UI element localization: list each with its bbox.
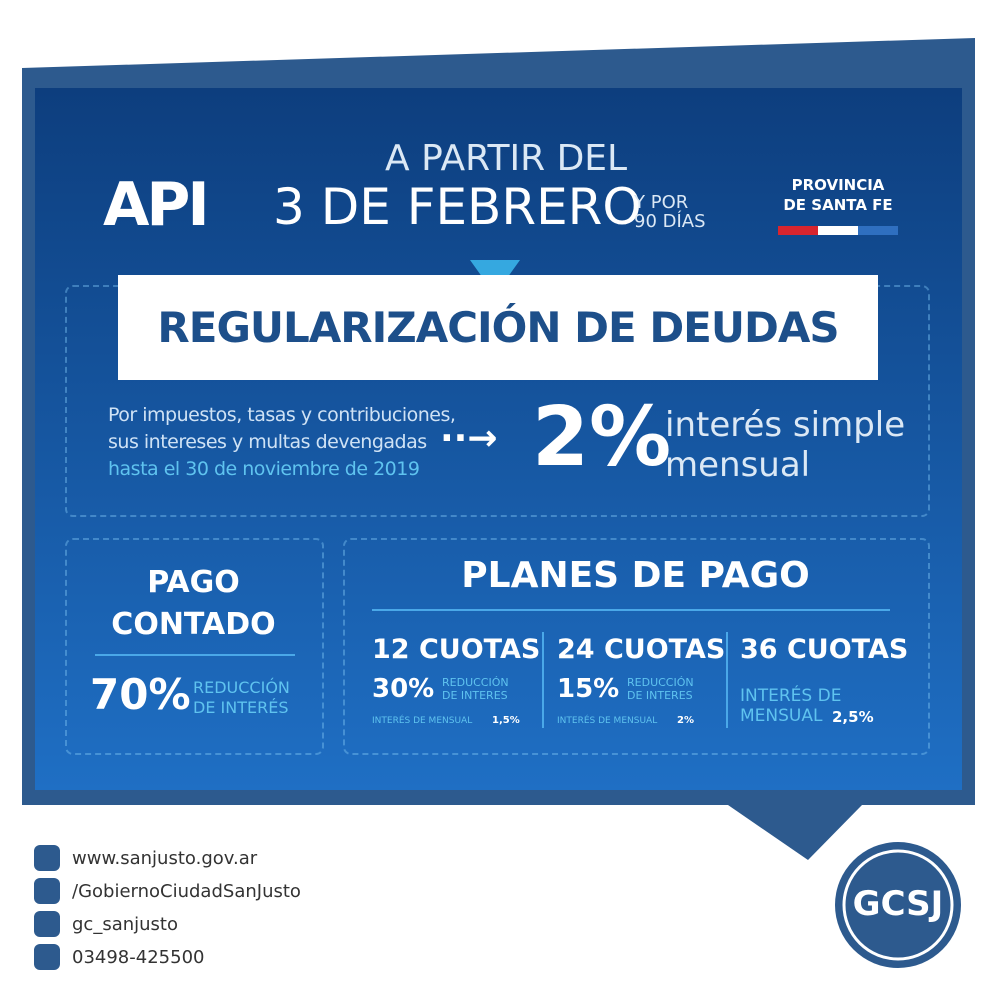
subtitle: A PARTIR DEL [385, 138, 628, 179]
text: Y POR [634, 192, 689, 213]
text: DE SANTA FE [783, 196, 893, 214]
callout-tail [728, 805, 862, 860]
contact: www.sanjusto.gov.ar [72, 848, 258, 869]
text: PAGO [147, 565, 240, 600]
dashed-box [65, 538, 324, 755]
cash-percent: 70% [90, 670, 191, 719]
reduction: DE INTERES [627, 689, 693, 702]
text: interés simple [665, 405, 906, 445]
dashed-box [343, 538, 930, 755]
text: REDUCCIÓN [193, 678, 290, 697]
percent: 15% [557, 674, 620, 704]
date: 3 DE FEBRERO [273, 178, 642, 236]
rate-label: INTERÉS DE MENSUAL [557, 716, 658, 726]
logo-ring [842, 849, 954, 961]
cash-label: REDUCCIÓN DE INTERÉS [193, 678, 290, 718]
flag-blue [858, 226, 898, 235]
text: PROVINCIA [791, 176, 885, 194]
rate: 1,5% [492, 715, 520, 726]
text: 90 DÍAS [634, 211, 706, 232]
text: sus intereses y multas devengadas [108, 431, 427, 453]
reduction: REDUCCIÓN [627, 676, 694, 689]
contact: gc_sanjusto [72, 914, 178, 935]
arrow: ··→ [440, 418, 498, 459]
province: PROVINCIA DE SANTA FE [778, 175, 898, 215]
banner-title: REGULARIZACIÓN DE DEUDAS [118, 275, 878, 380]
text: CONTADO [111, 607, 276, 642]
contact: 03498-425500 [72, 947, 205, 968]
rate: 2% [677, 715, 694, 726]
text: Por impuestos, tasas y contribuciones, [108, 404, 456, 426]
contact: /GobiernoCiudadSanJusto [72, 881, 301, 902]
rate-label: INTERÉS DE MENSUAL [372, 716, 473, 726]
installments: 24 CUOTAS [557, 634, 726, 665]
phone-icon [34, 944, 60, 970]
installments: 36 CUOTAS [740, 634, 909, 665]
facebook-icon [34, 878, 60, 904]
reduction: REDUCCIÓN [442, 676, 509, 689]
rate: 2% [532, 390, 672, 485]
cash-title: PAGO CONTADO [65, 562, 322, 646]
logo-circle [835, 842, 961, 968]
duration: Y POR 90 DÍAS [634, 193, 706, 231]
text: hasta el 30 de noviembre de 2019 [108, 458, 420, 480]
rate-label: interés simple mensual [665, 405, 905, 485]
rate: 2,5% [832, 708, 874, 726]
logo-text: GCSJ [852, 884, 944, 924]
plans-title: PLANES DE PAGO [461, 555, 810, 596]
installments: 12 CUOTAS [372, 634, 541, 665]
percent: 30% [372, 674, 435, 704]
web-icon [34, 845, 60, 871]
inner-panel [35, 88, 962, 790]
description: Por impuestos, tasas y contribuciones, s… [108, 402, 456, 483]
text: mensual [665, 445, 811, 485]
api-logo: API [103, 170, 210, 240]
text: DE INTERÉS [193, 698, 289, 717]
flag-white [818, 226, 858, 235]
reduction: DE INTERES [442, 689, 508, 702]
flag-red [778, 226, 818, 235]
instagram-icon [34, 911, 60, 937]
rate-label: INTERÉS DE MENSUAL [740, 686, 842, 726]
